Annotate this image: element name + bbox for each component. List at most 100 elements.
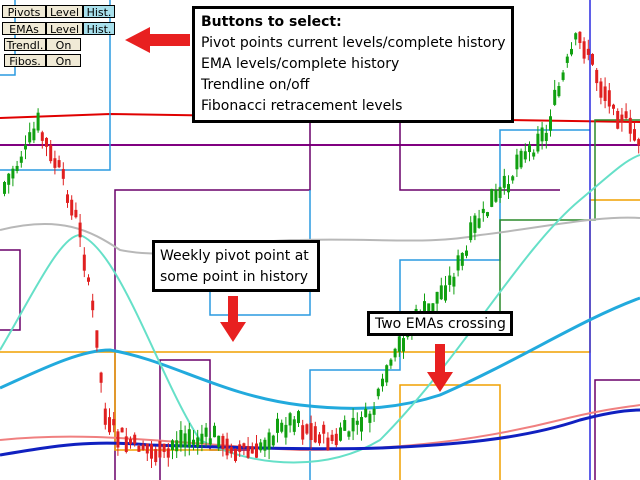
candle-body [519,150,523,168]
candle-body [318,434,321,444]
candle-body [553,89,557,105]
candle-body [322,424,326,434]
candle-body [292,419,296,432]
candle-body [162,443,166,453]
candle-body [108,417,111,433]
button[interactable]: Fibos. [4,54,46,68]
candle-body [288,413,292,426]
candle-body [309,423,313,441]
callout-line: Two EMAs crossing [375,316,506,332]
candle-body [591,53,594,65]
candle-body [61,169,65,179]
candle-body [225,438,229,456]
candle-body [313,426,317,443]
legend-box: Buttons to select: Pivot points current … [192,6,514,123]
candle-body [112,419,116,426]
slow-ma [0,216,640,255]
legend-title: Buttons to select: [201,14,342,30]
callout-line: Weekly pivot point at [160,248,309,264]
candle-body [439,285,443,300]
candle-body [213,425,216,438]
button[interactable]: EMAs [2,22,46,36]
candle-body [477,218,481,228]
candle-body [486,212,489,217]
candle-body [536,133,540,152]
button[interactable]: Trendl. [4,38,46,52]
arrow-left [125,27,190,53]
pivot-step [0,0,111,171]
candle-body [99,372,103,383]
pivot-step [0,249,21,331]
candle-body [141,444,145,450]
candle-body [11,168,15,179]
candle-body [129,439,132,444]
candle-body [427,303,431,312]
pivot-step [399,384,501,480]
candle-body [124,436,128,452]
candle-body [305,424,309,434]
candle-body [334,433,338,446]
candle-body [347,431,351,437]
candle-body [397,336,401,352]
button[interactable]: On [46,54,81,68]
candle-body [255,443,258,458]
ema-base [0,408,640,457]
candle-body [586,48,590,55]
legend-line: Fibonacci retracement levels [201,98,403,114]
candle-body [284,424,288,438]
candle-body [28,132,32,143]
button[interactable]: Level [46,22,83,36]
candle-body [612,104,615,109]
candle-body [431,303,435,312]
candle-body [154,449,158,463]
candle-body [570,48,573,55]
candle-body [116,431,120,448]
candle-body [507,184,510,193]
button[interactable]: Hist. [83,22,115,36]
candle-body [544,132,548,142]
candle-body [494,189,498,202]
button[interactable]: Level [46,5,83,19]
button[interactable]: On [46,38,81,52]
candle-body [393,348,397,358]
button[interactable]: Hist. [83,5,115,19]
candle-body [166,448,170,458]
candle-body [208,438,212,445]
candle-body [66,194,69,203]
candle-body [557,85,561,97]
callout-line: some point in history [160,269,309,285]
candle-body [82,254,86,271]
candle-body [616,110,620,129]
candle-body [473,215,477,233]
candle-body [234,449,237,461]
button[interactable]: Pivots [2,5,46,19]
candle-body [179,429,183,448]
candle-body [103,408,107,425]
candle-body [280,422,284,432]
candle-body [175,440,179,452]
candle-body [87,277,90,282]
candle-body [448,275,452,285]
candle-body [481,208,485,214]
candle-body [565,56,569,63]
candle-body [271,435,275,446]
candle-body [502,175,506,188]
candle-body [460,253,464,266]
candle-body [95,330,99,348]
candle-body [15,165,19,172]
candle-body [465,250,468,256]
candle-body [196,437,200,447]
candle-body [624,111,628,119]
candle-body [561,72,565,80]
candle-body [515,154,519,170]
candle-body [276,418,279,433]
callout: Two EMAs crossing [367,311,513,336]
candle-body [402,338,405,352]
pivot-step [309,129,590,480]
candle-body [133,434,137,444]
candle-body [351,417,355,432]
candle-body [498,187,502,198]
candle-body [435,291,439,304]
candle-body [70,199,74,216]
candle-body [3,182,6,194]
